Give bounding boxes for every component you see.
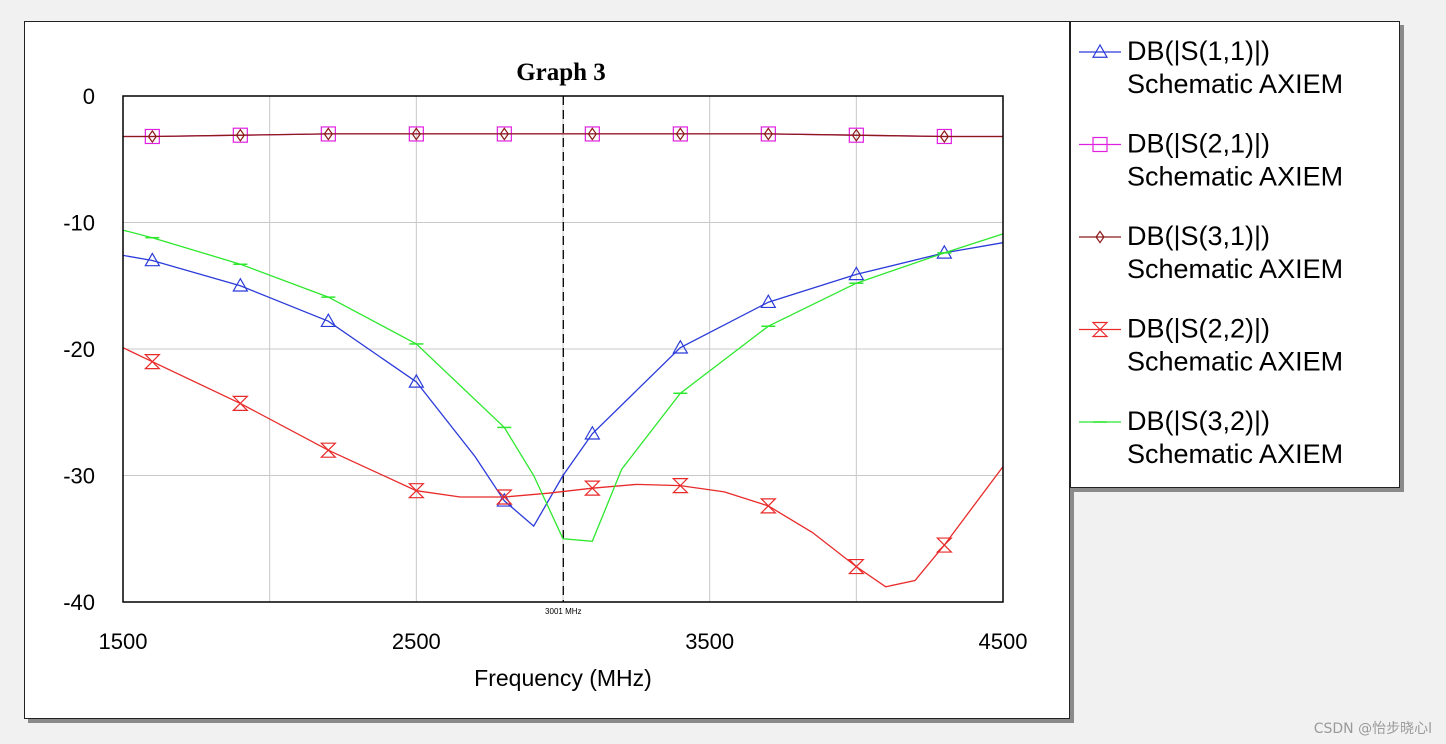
legend-source: Schematic AXIEM <box>1127 347 1343 377</box>
data-marker-s22 <box>847 558 865 575</box>
data-marker-s11 <box>760 293 777 309</box>
data-marker-s11 <box>408 373 425 388</box>
legend-marker <box>1092 136 1108 153</box>
legend-source: Schematic AXIEM <box>1127 69 1343 99</box>
legend-entry-s11: DB(|S(1,1)|)Schematic AXIEM <box>1079 36 1343 99</box>
legend-name: DB(|S(1,1)|) <box>1127 36 1270 66</box>
chart-title: Graph 3 <box>516 59 606 86</box>
data-marker-s22 <box>407 483 425 499</box>
legend-marker <box>1095 230 1105 244</box>
legend-entry-s32: DB(|S(3,2)|)Schematic AXIEM <box>1079 406 1343 469</box>
legend-marker <box>1091 321 1109 338</box>
data-marker-s11 <box>144 252 161 267</box>
legend-source: Schematic AXIEM <box>1127 162 1343 192</box>
data-marker-s31 <box>763 127 773 141</box>
legend: DB(|S(1,1)|) Schematic AXIEM DB(|S(2,1)|) S… <box>1070 21 1400 488</box>
data-marker-s22 <box>583 480 601 496</box>
legend-entry-s22: DB(|S(2,2)|)Schematic AXIEM <box>1079 314 1343 377</box>
data-marker-s31 <box>323 127 333 141</box>
data-marker-s22 <box>143 354 161 370</box>
chart-plot: Graph 3 3001 MHz 1500 2500 3500 4500 0 -10 -20… <box>63 59 1028 691</box>
data-marker-s31 <box>587 127 597 141</box>
data-marker-s31 <box>147 129 157 144</box>
x-tick-label: 1500 <box>99 629 148 654</box>
data-marker-s22 <box>671 478 689 494</box>
plot-frame <box>122 95 1004 603</box>
y-tick-label: -40 <box>63 590 95 615</box>
legend-name: DB(|S(3,2)|) <box>1127 406 1270 436</box>
data-marker-s11 <box>320 312 337 328</box>
legend-name: DB(|S(3,1)|) <box>1127 221 1270 251</box>
legend-name: DB(|S(2,1)|) <box>1127 129 1270 159</box>
data-marker-s31 <box>851 128 861 142</box>
legend-marker <box>1091 43 1109 58</box>
data-marker-s22 <box>759 498 777 514</box>
marker-line-label: 3001 MHz <box>545 607 581 616</box>
graph-panel: Graph 3 3001 MHz 1500 2500 3500 4500 0 -10 -20… <box>24 21 1070 719</box>
data-marker-s22 <box>935 537 953 553</box>
data-marker-s31 <box>675 127 685 141</box>
x-tick-label: 3500 <box>685 629 734 654</box>
legend-entry-s31: DB(|S(3,1)|)Schematic AXIEM <box>1079 221 1343 284</box>
x-axis-label: Frequency (MHz) <box>474 665 652 691</box>
legend-source: Schematic AXIEM <box>1127 439 1343 469</box>
data-marker-s11 <box>672 339 689 354</box>
x-tick-label: 4500 <box>979 629 1028 654</box>
watermark: CSDN @怡步晓心l <box>1313 721 1432 737</box>
data-marker-s11 <box>232 277 249 292</box>
data-marker-s31 <box>939 129 949 144</box>
legend-source: Schematic AXIEM <box>1127 254 1343 284</box>
data-marker-s11 <box>584 425 601 440</box>
series-line-s11 <box>122 242 1004 528</box>
legend-entry-s21: DB(|S(2,1)|)Schematic AXIEM <box>1079 129 1343 192</box>
data-marker-s11 <box>848 266 865 281</box>
data-marker-s31 <box>499 127 509 141</box>
y-tick-label: -30 <box>63 464 95 489</box>
series-line-s32 <box>122 229 1004 542</box>
x-tick-label: 2500 <box>392 629 441 654</box>
data-marker-s31 <box>235 128 245 142</box>
series-line-s31 <box>123 133 1003 138</box>
data-marker-s22 <box>495 489 513 505</box>
y-tick-label: -20 <box>63 337 95 362</box>
data-marker-s22 <box>319 442 337 458</box>
y-tick-label: -10 <box>63 211 95 236</box>
legend-name: DB(|S(2,2)|) <box>1127 314 1270 344</box>
data-marker-s22 <box>231 395 249 411</box>
data-marker-s31 <box>411 127 421 141</box>
y-tick-label: 0 <box>83 84 95 109</box>
